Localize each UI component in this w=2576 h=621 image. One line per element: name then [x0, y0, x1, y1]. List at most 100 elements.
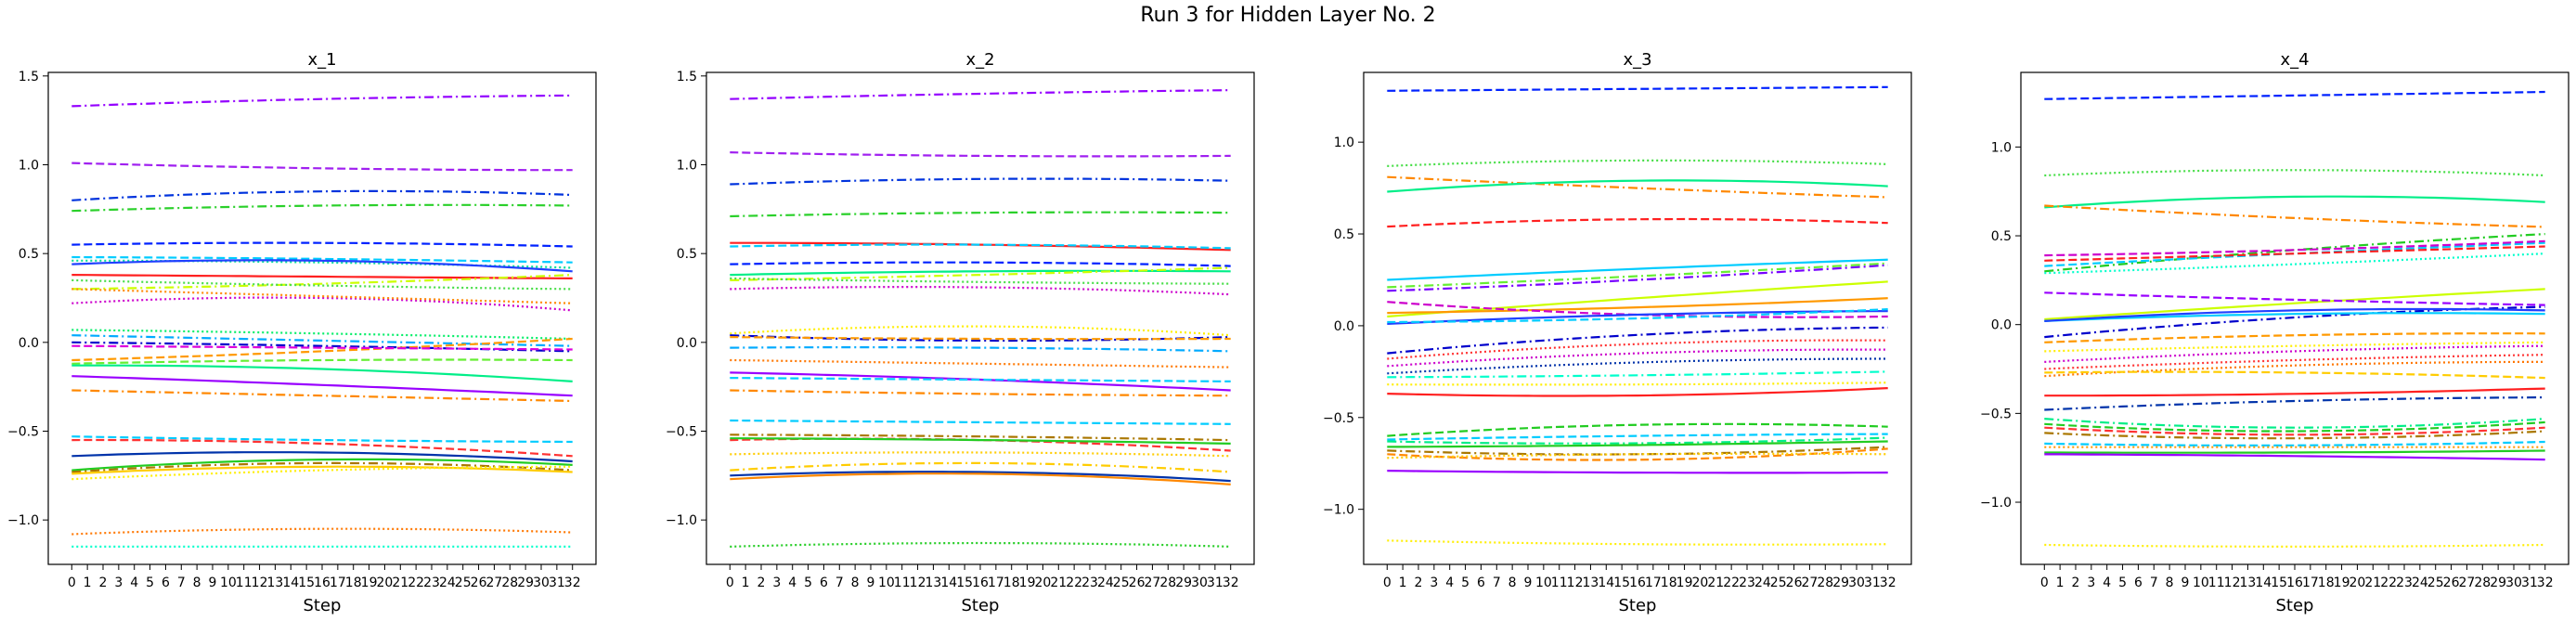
x-tick-label: 11 — [236, 576, 252, 590]
x-tick-label: 12 — [1567, 576, 1584, 590]
series-line-3 — [1387, 175, 1888, 199]
series-line-11 — [730, 286, 1231, 296]
x-tick-label: 21 — [1707, 576, 1724, 590]
x-tick-label: 24 — [2412, 576, 2428, 590]
x-axis-label: Step — [962, 596, 1000, 615]
subplot-x_2: 0 1 2 3 4 5 6 7 8 9 10 11 12 13 14 15 16 17 18 19 20 21 22 23 24… — [666, 50, 1255, 615]
x-tick-label: 8 — [851, 576, 860, 590]
x-tick-label: 2 — [2072, 576, 2080, 590]
x-tick-label: 4 — [1445, 576, 1454, 590]
series-line-20 — [2044, 370, 2545, 380]
x-tick-label: 14 — [282, 576, 299, 590]
series-line-10 — [71, 274, 573, 291]
x-tick-label: 9 — [2181, 576, 2190, 590]
x-tick-label: 15 — [1613, 576, 1630, 590]
x-tick-label: 29 — [1832, 576, 1849, 590]
x-tick-label: 26 — [1129, 576, 1146, 590]
x-tick-label: 6 — [162, 576, 170, 590]
y-tick-label: −0.5 — [7, 424, 39, 439]
x-tick-label: 25 — [1113, 576, 1130, 590]
series-line-18 — [71, 344, 573, 351]
x-tick-label: 17 — [330, 576, 346, 590]
series-line-26 — [1387, 447, 1888, 461]
x-tick-label: 20 — [1692, 576, 1709, 590]
x-tick-label: 16 — [2286, 576, 2303, 590]
x-tick-label: 32 — [1880, 576, 1896, 590]
x-tick-label: 5 — [146, 576, 154, 590]
x-tick-label: 31 — [2521, 576, 2538, 590]
series-line-31 — [2044, 543, 2545, 549]
x-tick-label: 27 — [2459, 576, 2476, 590]
x-tick-label: 21 — [2364, 576, 2381, 590]
y-tick-label: −1.0 — [666, 513, 697, 528]
series-line-26 — [730, 471, 1231, 483]
series-line-13 — [2044, 312, 2545, 322]
series-line-6 — [730, 243, 1231, 250]
series-line-3 — [2044, 195, 2545, 209]
series-line-5 — [71, 241, 573, 248]
x-tick-label: 13 — [267, 576, 284, 590]
series-line-24 — [730, 451, 1231, 458]
series-line-7 — [2044, 239, 2545, 257]
series-line-12 — [730, 325, 1231, 337]
x-tick-label: 6 — [2134, 576, 2142, 590]
series-line-8 — [2044, 245, 2545, 262]
axes-frame — [1363, 71, 1912, 565]
series-line-22 — [1387, 433, 1888, 441]
x-tick-label: 21 — [1050, 576, 1067, 590]
x-tick-label: 26 — [471, 576, 487, 590]
series-line-14 — [1387, 326, 1888, 355]
x-tick-label: 3 — [1430, 576, 1438, 590]
x-tick-label: 13 — [2240, 576, 2257, 590]
series-line-19 — [1387, 387, 1888, 397]
y-tick-label: −0.5 — [1980, 407, 2012, 421]
series-line-11 — [1387, 301, 1888, 318]
x-tick-label: 28 — [2474, 576, 2491, 590]
series-line-4 — [730, 211, 1231, 218]
y-tick-label: 1.5 — [19, 70, 39, 84]
x-tick-label: 28 — [501, 576, 518, 590]
subplot-title: x_3 — [1623, 50, 1651, 70]
y-tick-label: 0.5 — [19, 247, 39, 262]
series-line-18 — [1387, 370, 1888, 379]
series-line-17 — [2044, 344, 2545, 363]
x-tick-label: 14 — [940, 576, 957, 590]
series-line-4 — [71, 203, 573, 213]
series-line-23 — [730, 437, 1231, 445]
series-line-15 — [1387, 339, 1888, 360]
series-line-10 — [1387, 297, 1888, 315]
series-line-9 — [730, 266, 1231, 281]
series-line-14 — [2044, 307, 2545, 322]
x-tick-label: 32 — [2537, 576, 2554, 590]
x-tick-label: 19 — [361, 576, 378, 590]
series-line-29 — [2044, 449, 2545, 454]
series-line-24 — [1387, 440, 1888, 448]
series-line-22 — [71, 389, 573, 403]
y-tick-label: 0.5 — [677, 247, 697, 262]
series-line-4 — [2044, 204, 2545, 228]
y-tick-label: 0.0 — [1334, 319, 1354, 334]
x-tick-label: 5 — [2118, 576, 2127, 590]
x-tick-label: 14 — [2255, 576, 2272, 590]
series-line-27 — [2044, 440, 2545, 446]
series-line-14 — [730, 336, 1231, 341]
x-tick-label: 26 — [1786, 576, 1803, 590]
x-tick-label: 15 — [956, 576, 973, 590]
series-line-23 — [2044, 418, 2545, 429]
subplot-x_4: 0 1 2 3 4 5 6 7 8 9 10 11 12 13 14 15 16 17 18 19 20 21 22 23 24… — [1980, 50, 2570, 615]
series-line-26 — [71, 458, 573, 472]
series-line-1 — [730, 89, 1231, 100]
x-tick-label: 4 — [788, 576, 796, 590]
subplot-title: x_1 — [307, 50, 336, 70]
x-tick-label: 0 — [68, 576, 76, 590]
x-tick-label: 25 — [455, 576, 472, 590]
x-tick-label: 13 — [1583, 576, 1599, 590]
x-tick-label: 15 — [2271, 576, 2287, 590]
x-tick-label: 2 — [1415, 576, 1423, 590]
series-line-1 — [1387, 85, 1888, 92]
series-line-20 — [71, 364, 573, 382]
series-line-15 — [71, 334, 573, 347]
series-line-10 — [730, 277, 1231, 285]
